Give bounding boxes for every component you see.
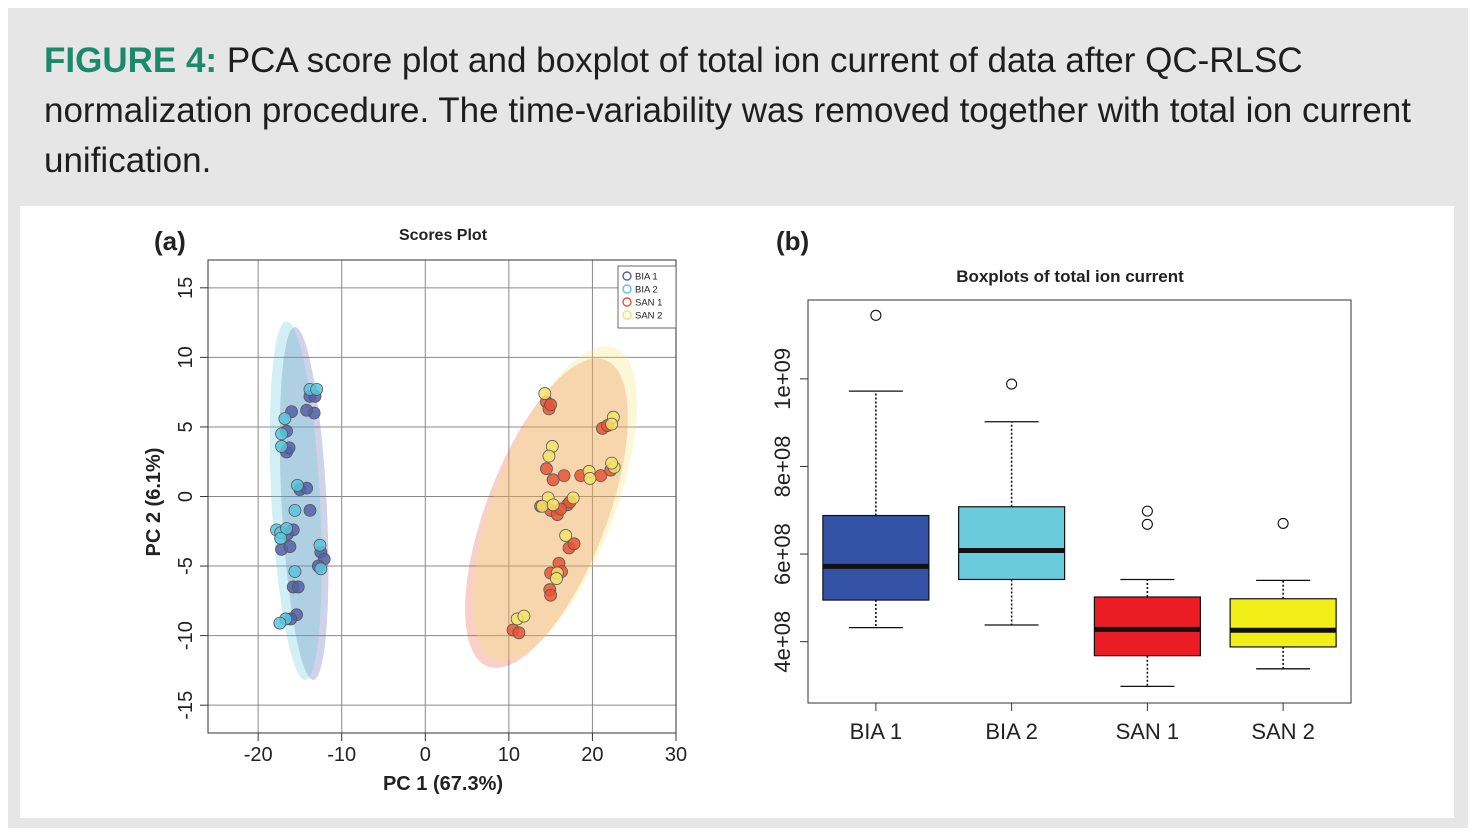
score-point	[288, 504, 302, 517]
legend-label: BIA 2	[635, 285, 658, 296]
score-point	[559, 529, 573, 542]
score-point	[583, 472, 597, 485]
legend-label: SAN 2	[635, 311, 662, 322]
pca-x-tick-label: -20	[244, 744, 273, 766]
outlier-point	[1141, 505, 1153, 517]
score-point	[566, 491, 580, 505]
pca-title: Scores Plot	[399, 227, 488, 244]
score-point	[557, 469, 571, 483]
pca-x-tick-label: -10	[327, 744, 356, 766]
score-point	[274, 531, 288, 545]
score-point	[288, 565, 302, 579]
category-label: SAN 1	[1116, 719, 1180, 744]
panel-a-label: (a)	[154, 226, 186, 256]
score-point	[273, 616, 287, 630]
legend-marker-2	[622, 297, 632, 307]
category-label: SAN 2	[1251, 719, 1315, 744]
pca-y-tick-label: 5	[175, 421, 197, 432]
pca-y-tick-label: -15	[175, 691, 197, 720]
score-point	[546, 498, 560, 512]
pca-y-tick-label: -5	[175, 557, 197, 575]
figure-panel: (a) Scores Plot PC 1 (67.3%) PC 2 (6.1%)…	[20, 206, 1454, 818]
score-point	[546, 473, 560, 487]
score-point	[310, 382, 324, 396]
score-point	[291, 478, 304, 492]
score-point	[540, 462, 553, 476]
pca-x-label: PC 1 (67.3%)	[383, 773, 503, 795]
legend-label: BIA 1	[635, 272, 658, 283]
box-1	[958, 506, 1066, 581]
score-point	[512, 626, 526, 640]
outlier-point	[1277, 517, 1289, 529]
pca-y-tick-label: 0	[175, 491, 197, 502]
panel-b-label: (b)	[776, 226, 809, 256]
outlier-point	[1006, 378, 1018, 390]
outlier-point	[1141, 518, 1153, 530]
score-point	[300, 403, 314, 417]
pca-y-label: PC 2 (6.1%)	[143, 448, 165, 557]
score-point	[535, 499, 549, 513]
boxplot-y-tick-label: 1e+09	[770, 348, 795, 410]
score-point	[567, 537, 581, 551]
score-point	[542, 449, 556, 463]
category-label: BIA 2	[985, 719, 1038, 744]
score-point	[283, 540, 297, 553]
pca-x-tick-label: 0	[420, 744, 431, 766]
figure-caption: FIGURE 4: PCA score plot and boxplot of …	[44, 36, 1434, 186]
boxplot-y-tick-label: 8e+08	[770, 436, 795, 498]
boxplot-y-tick-label: 4e+08	[770, 611, 795, 673]
legend-label: SAN 1	[635, 298, 662, 309]
boxplot-title: Boxplots of total ion current	[956, 267, 1184, 286]
box-3	[1229, 598, 1337, 648]
legend-marker-1	[622, 284, 632, 294]
pca-legend-box	[617, 265, 677, 329]
pca-scores-chart: (a) Scores Plot PC 1 (67.3%) PC 2 (6.1%)…	[143, 226, 687, 795]
score-point	[291, 580, 305, 594]
score-point	[538, 387, 552, 400]
score-point	[303, 504, 317, 517]
outlier-point	[870, 309, 882, 321]
pca-x-tick-label: 30	[665, 744, 687, 766]
pca-x-tick-label: 20	[581, 744, 603, 766]
score-point	[544, 398, 558, 412]
legend-marker-0	[622, 271, 632, 281]
pca-y-tick-label: -10	[175, 621, 197, 650]
tic-boxplot-chart: (b) Boxplots of total ion current BIA 1 B…	[770, 226, 1352, 744]
score-point	[550, 572, 563, 585]
score-point	[605, 456, 619, 470]
score-point	[313, 538, 327, 552]
score-point	[275, 427, 288, 441]
box-0	[822, 514, 930, 601]
pca-x-tick-label: 10	[498, 744, 520, 766]
pca-y-tick-label: 10	[175, 346, 197, 368]
score-point	[314, 562, 328, 576]
score-point	[275, 440, 288, 453]
boxplot-y-tick-label: 6e+08	[770, 523, 795, 585]
caption-text: PCA score plot and boxplot of total ion …	[44, 41, 1411, 180]
category-label: BIA 1	[850, 719, 903, 744]
score-point	[280, 522, 293, 535]
legend-marker-3	[622, 310, 632, 320]
pca-y-tick-label: 15	[175, 277, 197, 299]
box-2	[1093, 596, 1201, 657]
score-point	[517, 609, 531, 623]
caption-label: FIGURE 4:	[44, 41, 218, 80]
confidence-ellipse-1	[269, 321, 322, 680]
score-point	[605, 417, 619, 431]
score-point	[278, 412, 292, 425]
score-point	[544, 588, 558, 602]
